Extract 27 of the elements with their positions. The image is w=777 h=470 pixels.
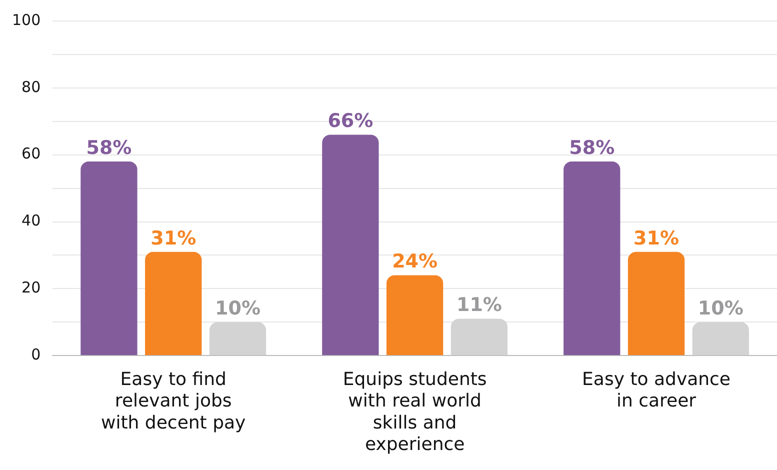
bar [80, 162, 138, 356]
x-tick-label: Easy to advance in career [582, 369, 731, 412]
y-tick-label: 20 [22, 278, 41, 297]
data-label: 66% [328, 110, 374, 132]
bar [386, 275, 444, 356]
y-tick-label: 100 [12, 10, 41, 29]
bar [564, 162, 620, 356]
x-tick-label: Equips students with real world skills and experience [342, 369, 487, 455]
data-label: 10% [698, 298, 744, 320]
bar [322, 134, 379, 356]
data-label: 24% [392, 250, 438, 273]
y-tick-label: 60 [22, 144, 41, 163]
x-tick-label: Easy to find relevant jobs with decent pay [101, 369, 246, 434]
data-label: 10% [215, 298, 260, 320]
bar [145, 252, 202, 356]
data-label: 58% [86, 136, 132, 159]
y-tick-label: 40 [22, 212, 41, 230]
bar [692, 322, 749, 356]
data-label: 58% [569, 136, 615, 159]
y-tick-label: 0 [31, 345, 41, 364]
data-label: 31% [150, 227, 196, 250]
y-tick-label: 80 [22, 78, 41, 96]
bar [450, 318, 508, 356]
bar [209, 322, 266, 356]
data-label: 31% [634, 227, 680, 250]
data-label: 11% [456, 294, 502, 316]
bar [628, 252, 685, 356]
